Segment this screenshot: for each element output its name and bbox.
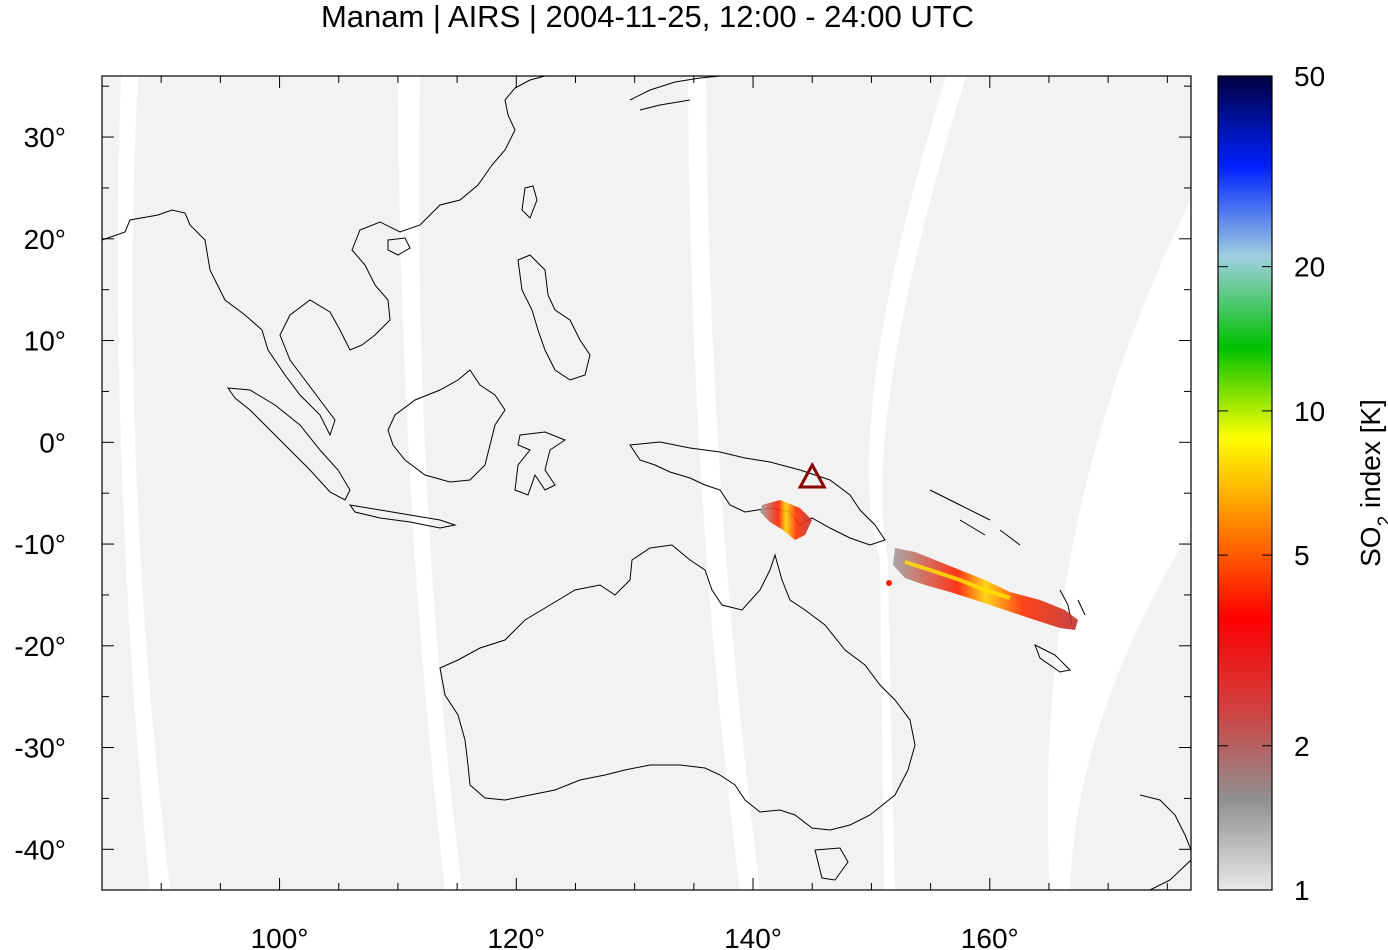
lat-tick-label: -40°	[14, 834, 66, 865]
lat-tick-label: 20°	[24, 224, 66, 255]
map-panel	[102, 76, 1191, 890]
asia-mainland-coast	[102, 76, 546, 437]
triangle-icon	[797, 461, 827, 489]
colorbar-ticks: 50 20 10 5 2 1	[1218, 61, 1325, 906]
colorbar-gradient	[1217, 75, 1273, 891]
lat-tick-label: -30°	[14, 733, 66, 764]
longitude-labels: 100° 120° 140° 160°	[251, 923, 1019, 950]
lat-tick-label: -20°	[14, 631, 66, 662]
colorbar-tick-label: 20	[1294, 252, 1325, 283]
swath-2	[132, 76, 445, 890]
new-guinea-coast	[629, 441, 886, 546]
lon-tick-label: 140°	[724, 923, 782, 950]
airs-swaths	[102, 76, 1191, 890]
colorbar-tick-label: 10	[1294, 396, 1325, 427]
japan-coast	[629, 76, 721, 111]
solomon-islands-coast	[929, 489, 1021, 546]
tasmania-coast	[814, 847, 849, 881]
lat-tick-label: 0°	[39, 427, 66, 458]
sulawesi-coast	[514, 431, 567, 496]
colorbar-tick-label: 5	[1294, 540, 1310, 571]
colorbar-tick-label: 50	[1294, 61, 1325, 92]
java-coast	[348, 504, 457, 529]
colorbar: 50 20 10 5 2 1 SO2 index [K]	[1217, 61, 1388, 906]
so2-plumes	[760, 500, 1078, 630]
colorbar-tick-label: 2	[1294, 731, 1310, 762]
map-title: Manam | AIRS | 2004-11-25, 12:00 - 24:00…	[320, 0, 975, 34]
borneo-coast	[387, 369, 506, 483]
swath-3	[418, 76, 740, 890]
new-zealand-coast	[1139, 794, 1191, 890]
coastlines	[102, 76, 1191, 890]
colorbar-label: SO2 index [K]	[1355, 399, 1388, 567]
lat-tick-label: -10°	[14, 529, 66, 560]
australia-coast	[439, 544, 916, 831]
hainan-coast	[387, 237, 411, 256]
map-frame	[101, 75, 1192, 891]
lon-tick-label: 120°	[487, 923, 545, 950]
plume-east-fragment	[886, 580, 892, 586]
map-ticks	[102, 76, 1191, 890]
lon-tick-label: 100°	[251, 923, 309, 950]
plume-west	[760, 500, 812, 540]
swath-5	[882, 76, 1191, 890]
colorbar-tick-label: 1	[1294, 875, 1310, 906]
latitude-labels: 30° 20° 10° 0° -10° -20° -30° -40°	[14, 122, 66, 865]
new-caledonia-coast	[1034, 643, 1072, 673]
sumatra-coast	[226, 387, 351, 501]
taiwan-coast	[521, 185, 538, 219]
lon-tick-label: 160°	[961, 923, 1019, 950]
lat-tick-label: 10°	[24, 326, 66, 357]
philippines-coast	[517, 254, 591, 381]
lat-tick-label: 30°	[24, 122, 66, 153]
swath-4	[706, 76, 946, 890]
swath-6	[1070, 530, 1191, 890]
plume-east-core	[904, 560, 1011, 600]
swath-1	[102, 76, 150, 890]
